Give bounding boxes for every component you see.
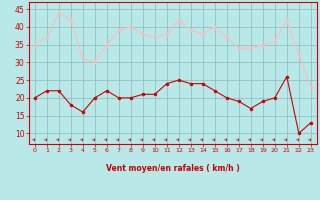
X-axis label: Vent moyen/en rafales ( km/h ): Vent moyen/en rafales ( km/h ) (106, 164, 240, 173)
